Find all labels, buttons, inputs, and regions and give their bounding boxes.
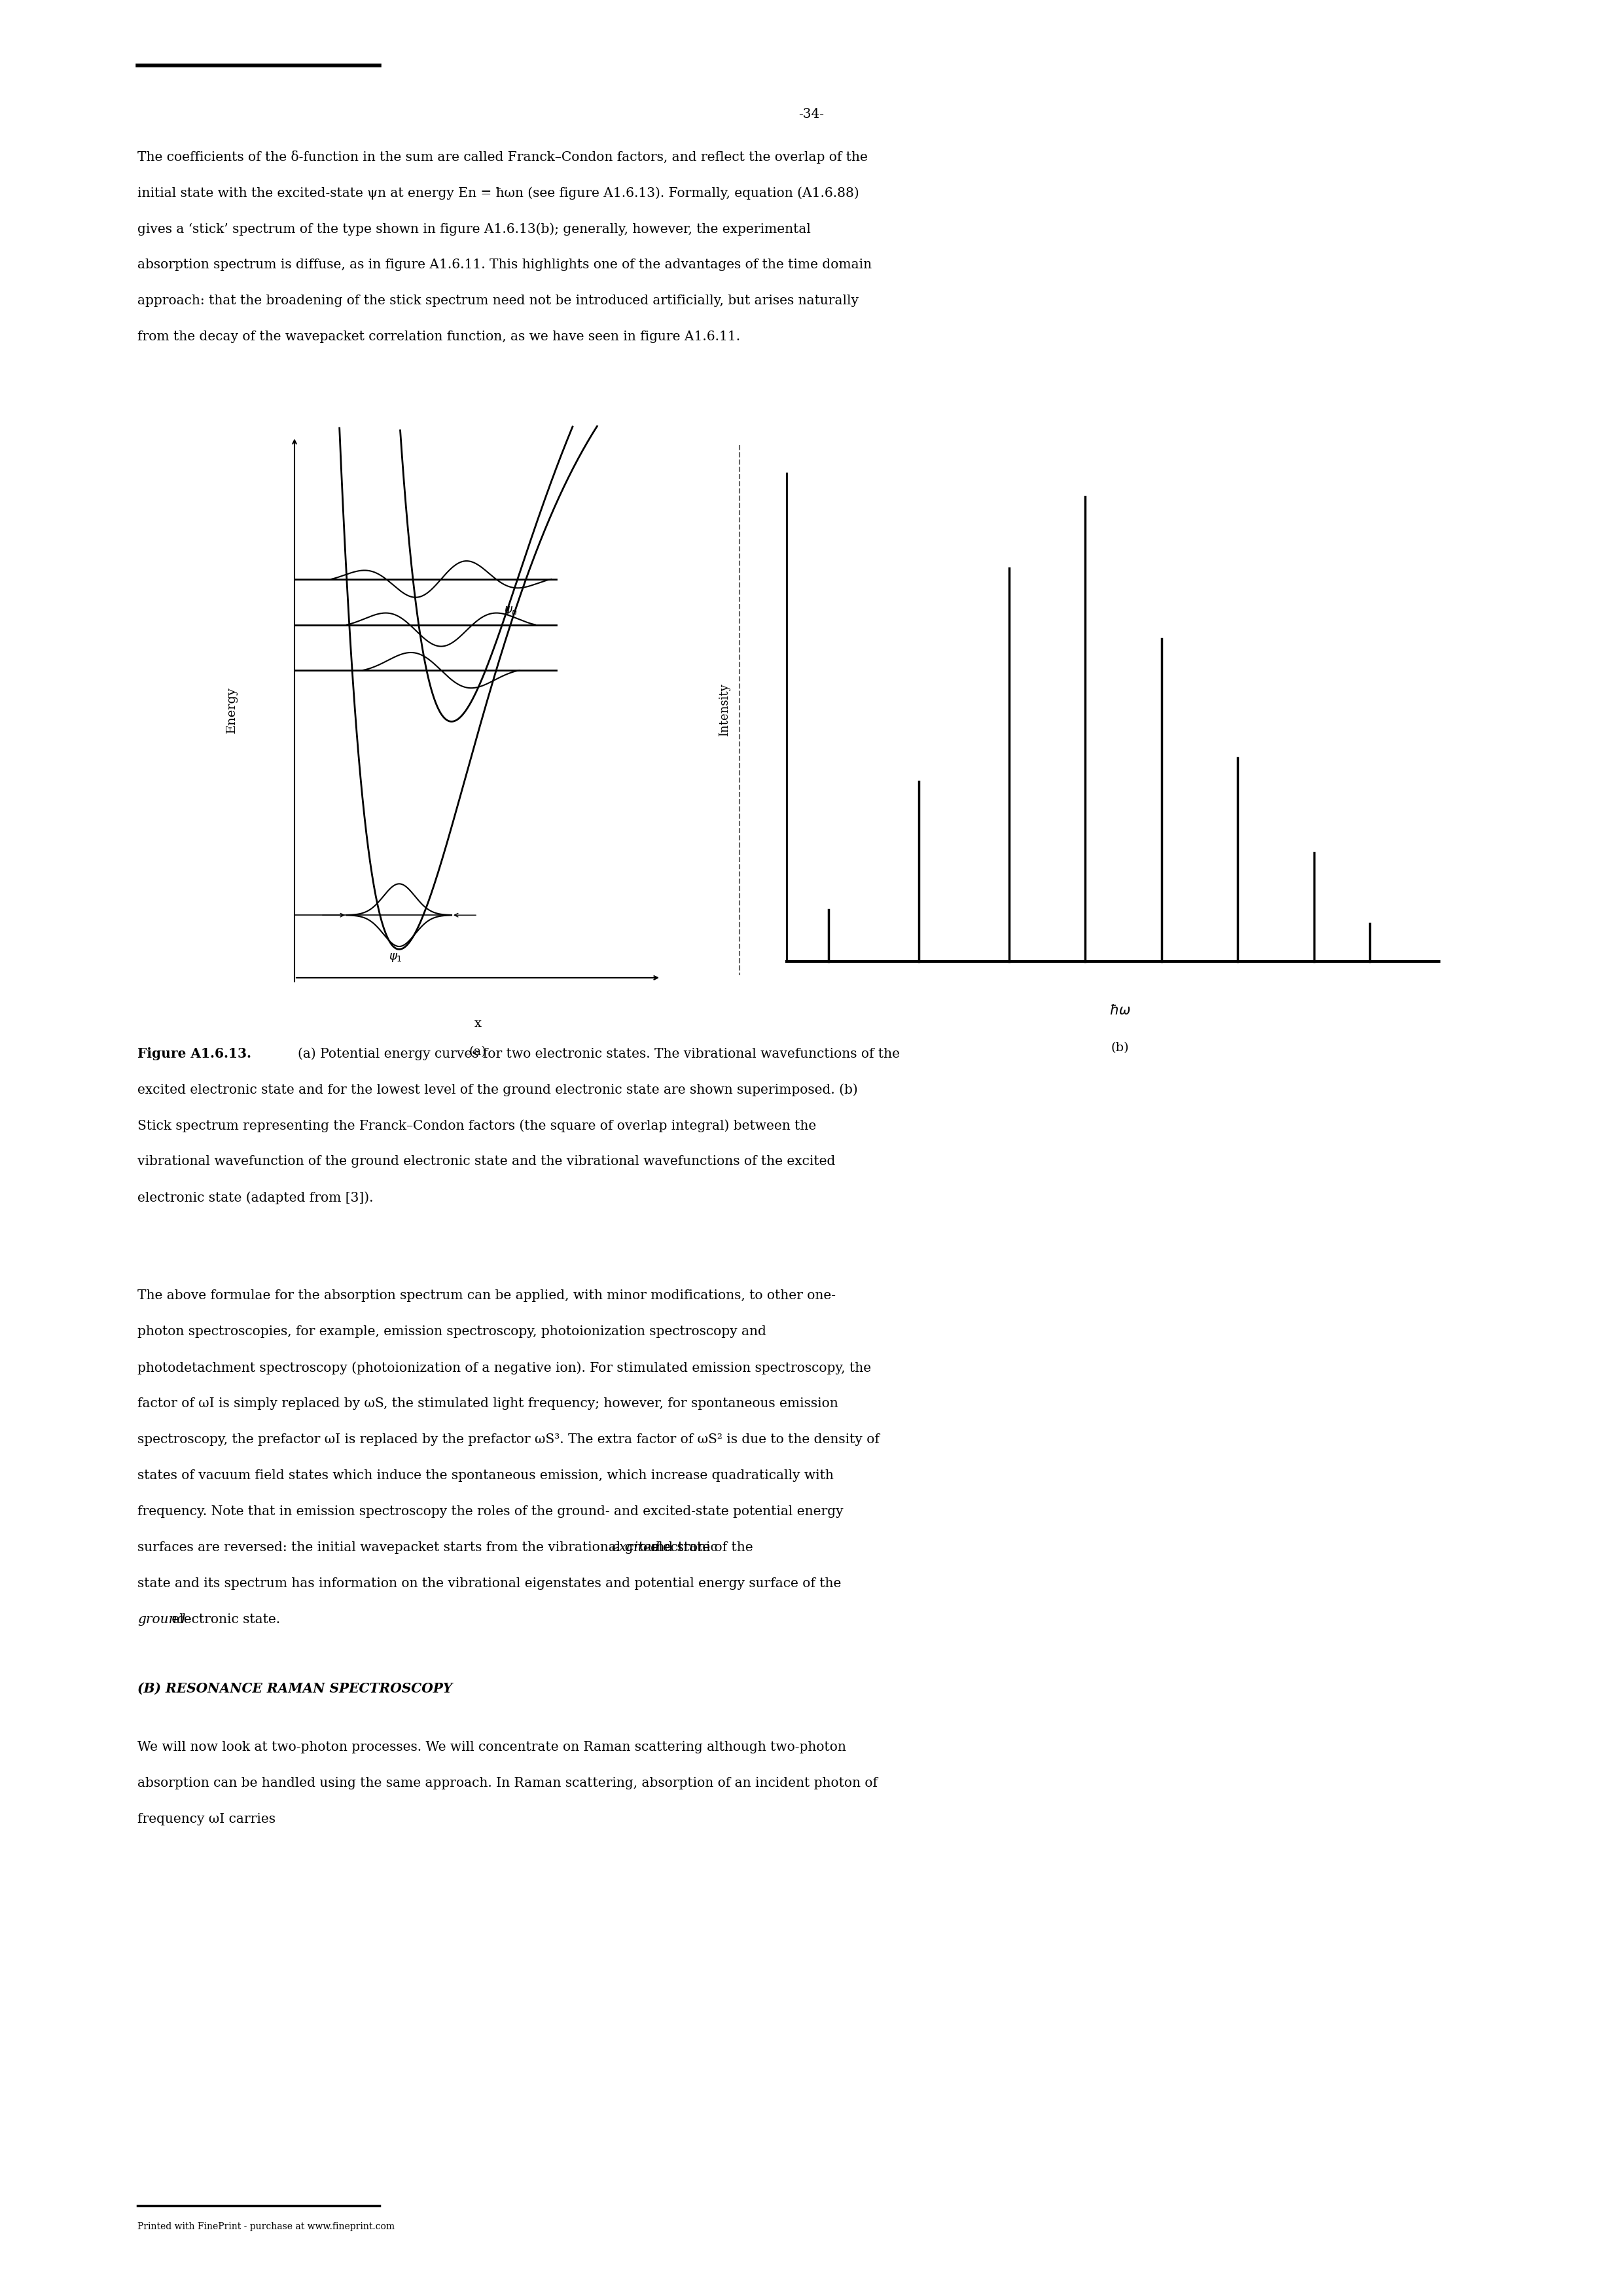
Text: surfaces are reversed: the initial wavepacket starts from the vibrational ground: surfaces are reversed: the initial wavep… [138,1541,758,1554]
Text: The above formulae for the absorption spectrum can be applied, with minor modifi: The above formulae for the absorption sp… [138,1290,836,1302]
Text: photodetachment spectroscopy (photoionization of a negative ion). For stimulated: photodetachment spectroscopy (photoioniz… [138,1362,872,1375]
Text: (b): (b) [1110,1042,1130,1054]
Text: frequency ωI carries: frequency ωI carries [138,1814,276,1825]
Text: Figure A1.6.13.: Figure A1.6.13. [138,1047,252,1061]
Text: The coefficients of the δ-function in the sum are called Franck–Condon factors, : The coefficients of the δ-function in th… [138,152,868,163]
Text: absorption spectrum is diffuse, as in figure A1.6.11. This highlights one of the: absorption spectrum is diffuse, as in fi… [138,259,872,271]
Text: Stick spectrum representing the Franck–Condon factors (the square of overlap int: Stick spectrum representing the Franck–C… [138,1118,816,1132]
Text: (a) Potential energy curves for two electronic states. The vibrational wavefunct: (a) Potential energy curves for two elec… [297,1047,899,1061]
Text: photon spectroscopies, for example, emission spectroscopy, photoionization spect: photon spectroscopies, for example, emis… [138,1325,766,1339]
Text: state and its spectrum has information on the vibrational eigenstates and potent: state and its spectrum has information o… [138,1577,841,1589]
Text: Energy: Energy [226,687,237,732]
Text: (a): (a) [469,1047,487,1058]
Text: Printed with FinePrint - purchase at www.fineprint.com: Printed with FinePrint - purchase at www… [138,2223,394,2232]
Text: -34-: -34- [799,108,824,119]
Text: states of vacuum field states which induce the spontaneous emission, which incre: states of vacuum field states which indu… [138,1469,834,1481]
Text: (B) RESONANCE RAMAN SPECTROSCOPY: (B) RESONANCE RAMAN SPECTROSCOPY [138,1683,453,1694]
Text: excited electronic state and for the lowest level of the ground electronic state: excited electronic state and for the low… [138,1084,859,1095]
Text: vibrational wavefunction of the ground electronic state and the vibrational wave: vibrational wavefunction of the ground e… [138,1155,836,1169]
Text: electronic state (adapted from [3]).: electronic state (adapted from [3]). [138,1192,373,1203]
Text: absorption can be handled using the same approach. In Raman scattering, absorpti: absorption can be handled using the same… [138,1777,878,1789]
Text: We will now look at two-photon processes. We will concentrate on Raman scatterin: We will now look at two-photon processes… [138,1740,846,1754]
Text: electronic: electronic [646,1541,717,1554]
Text: electronic state.: electronic state. [167,1614,281,1626]
Text: ground: ground [138,1614,185,1626]
Text: $\psi_n$: $\psi_n$ [503,604,518,615]
Text: frequency. Note that in emission spectroscopy the roles of the ground- and excit: frequency. Note that in emission spectro… [138,1506,844,1518]
Text: excited: excited [612,1541,659,1554]
Text: $\psi_1$: $\psi_1$ [390,953,403,964]
Text: x: x [474,1017,482,1029]
Text: $\hbar\omega$: $\hbar\omega$ [1109,1003,1131,1017]
Text: initial state with the excited-state ψn at energy En = ħωn (see figure A1.6.13).: initial state with the excited-state ψn … [138,186,859,200]
Text: gives a ‘stick’ spectrum of the type shown in figure A1.6.13(b); generally, howe: gives a ‘stick’ spectrum of the type sho… [138,223,812,236]
Text: approach: that the broadening of the stick spectrum need not be introduced artif: approach: that the broadening of the sti… [138,294,859,308]
Text: spectroscopy, the prefactor ωI is replaced by the prefactor ωS³. The extra facto: spectroscopy, the prefactor ωI is replac… [138,1433,880,1446]
Text: Intensity: Intensity [719,684,730,737]
Text: factor of ωI is simply replaced by ωS, the stimulated light frequency; however, : factor of ωI is simply replaced by ωS, t… [138,1398,837,1410]
Text: from the decay of the wavepacket correlation function, as we have seen in figure: from the decay of the wavepacket correla… [138,331,740,342]
